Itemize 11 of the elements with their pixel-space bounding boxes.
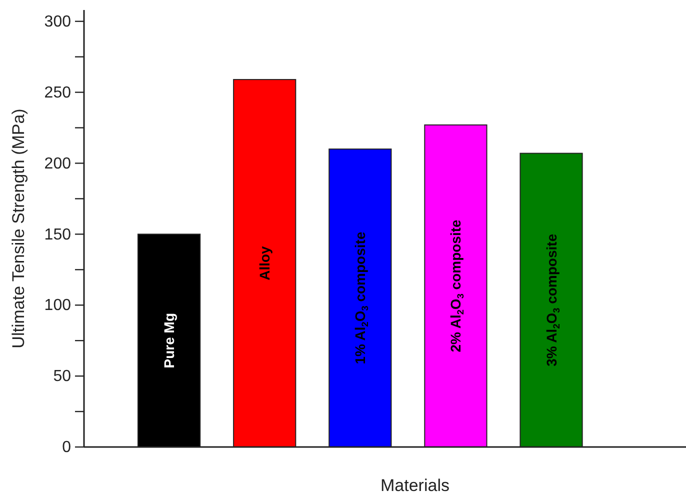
y-tick-label: 250 — [44, 84, 72, 102]
y-tick-label: 300 — [44, 13, 72, 30]
y-tick-label: 100 — [44, 297, 72, 314]
y-tick-label: 50 — [53, 368, 72, 386]
y-tick-label: 200 — [44, 155, 72, 172]
x-axis-title: Materials — [380, 476, 450, 495]
y-tick-label: 150 — [44, 226, 72, 244]
y-tick-label: 0 — [62, 439, 72, 456]
x-tick-label: Pure Mg — [161, 312, 178, 368]
y-axis-title: Ultimate Tensile Strength (MPa) — [9, 108, 28, 348]
x-tick-label: Alloy — [256, 246, 273, 280]
